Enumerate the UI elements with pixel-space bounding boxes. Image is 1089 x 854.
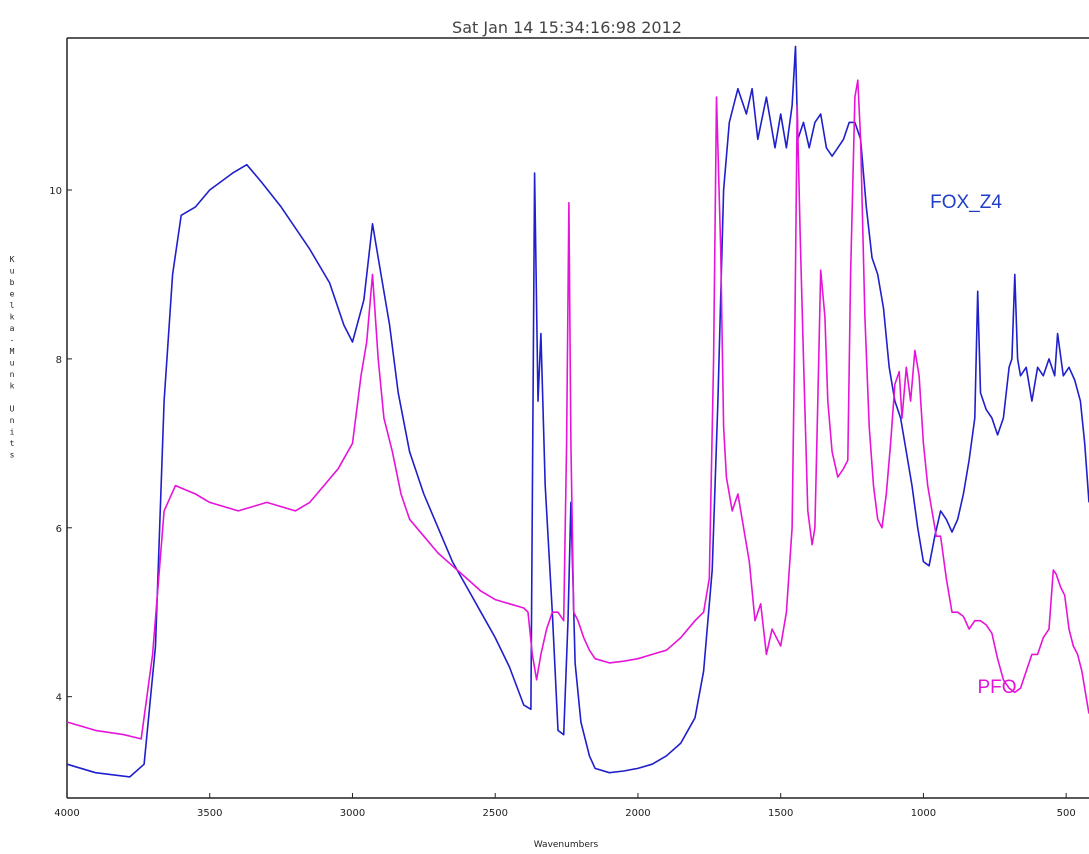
y-axis-label-char: k [10,382,15,391]
y-axis-label-char: k [10,313,15,322]
y-axis-label-char: M [10,347,15,356]
y-axis-label-char: U [10,405,15,414]
x-tick-label: 500 [1057,808,1076,819]
x-tick-label: 3500 [197,808,222,819]
x-axis-label: Wavenumbers [534,840,599,850]
y-axis-ticks: 4 6 8 10 [49,186,72,704]
y-axis-label-char: s [10,451,15,460]
y-tick-label: 4 [56,693,62,704]
y-axis-label-char: K [10,255,15,264]
series-label-pfo: PFO [977,677,1016,698]
y-tick-label: 8 [56,355,62,366]
y-axis-label-char: n [10,416,15,425]
x-tick-label: 1000 [911,808,936,819]
y-axis-label-char: a [10,324,15,333]
y-axis-label-char: i [10,428,15,437]
series-line-pfo [66,79,1089,740]
y-tick-label: 6 [56,524,62,535]
x-tick-label: 1500 [768,808,793,819]
y-axis-label-char: e [10,290,15,299]
y-axis-label-char: u [10,359,15,368]
series-line-fox-z4 [66,45,1089,778]
y-axis-label-char: u [10,267,15,276]
x-tick-label: 2500 [482,808,507,819]
y-axis-label-char: n [10,370,15,379]
y-axis-label-char: l [10,301,15,310]
y-tick-label: 10 [49,186,62,197]
x-tick-label: 2000 [625,808,650,819]
y-axis-label-char: - [10,336,15,345]
chart-title: Sat Jan 14 15:34:16:98 2012 [452,18,682,37]
y-axis-label-char: t [10,439,15,448]
y-axis-label-char: b [10,278,15,287]
series-label-fox-z4: FOX_Z4 [930,192,1002,213]
x-tick-label: 4000 [54,808,79,819]
x-axis-ticks: 4000 3500 3000 2500 2000 1500 1000 500 [54,793,1076,819]
series-group [66,45,1089,778]
x-tick-label: 3000 [340,808,365,819]
